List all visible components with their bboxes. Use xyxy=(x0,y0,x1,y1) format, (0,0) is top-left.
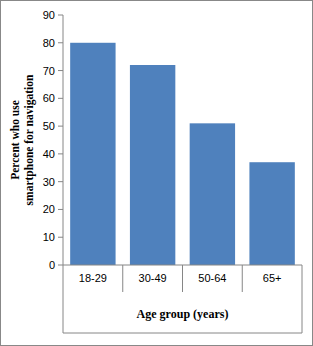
bar xyxy=(249,162,294,265)
x-frame-right xyxy=(302,265,303,333)
y-tick-label: 60 xyxy=(43,92,55,104)
y-tick xyxy=(58,70,63,71)
bar xyxy=(190,123,235,265)
x-tick-label: 65+ xyxy=(263,272,282,284)
chart-border xyxy=(1,1,313,346)
x-tick-label: 50-64 xyxy=(198,272,226,284)
y-tick-label: 40 xyxy=(43,148,55,160)
y-tick xyxy=(58,181,63,182)
y-tick-label: 0 xyxy=(49,259,55,271)
y-tick xyxy=(58,42,63,43)
y-tick xyxy=(58,209,63,210)
x-axis-label: Age group (years) xyxy=(137,307,229,321)
y-tick-label: 10 xyxy=(43,231,55,243)
y-tick xyxy=(58,265,63,266)
x-tick-label: 18-29 xyxy=(79,272,107,284)
y-axis xyxy=(63,15,64,265)
bars xyxy=(70,43,295,265)
y-axis-label: Percent who usesmartphone for navigation xyxy=(9,74,36,205)
y-tick-label: 20 xyxy=(43,203,55,215)
x-frame-bottom xyxy=(63,333,302,334)
y-axis-label-line: Percent who use xyxy=(9,100,21,180)
x-separator xyxy=(122,265,123,292)
x-tick-label: 30-49 xyxy=(139,272,167,284)
y-tick xyxy=(58,98,63,99)
x-separator xyxy=(242,265,243,292)
bar xyxy=(130,65,175,265)
y-tick xyxy=(58,153,63,154)
bar xyxy=(70,43,115,265)
y-tick xyxy=(58,126,63,127)
y-tick-label: 50 xyxy=(43,120,55,132)
y-tick-label: 90 xyxy=(43,9,55,21)
y-tick xyxy=(58,15,63,16)
chart: 0 10 20 30 40 50 60 70 80 90 18-29 30-49 50-64 65+ Age… xyxy=(0,0,313,346)
x-frame-left xyxy=(63,265,64,333)
y-axis-label-line: smartphone for navigation xyxy=(23,74,36,205)
y-tick xyxy=(58,237,63,238)
x-separator xyxy=(182,265,183,292)
y-tick-label: 70 xyxy=(43,65,55,77)
y-tick-label: 30 xyxy=(43,176,55,188)
y-tick-label: 80 xyxy=(43,37,55,49)
